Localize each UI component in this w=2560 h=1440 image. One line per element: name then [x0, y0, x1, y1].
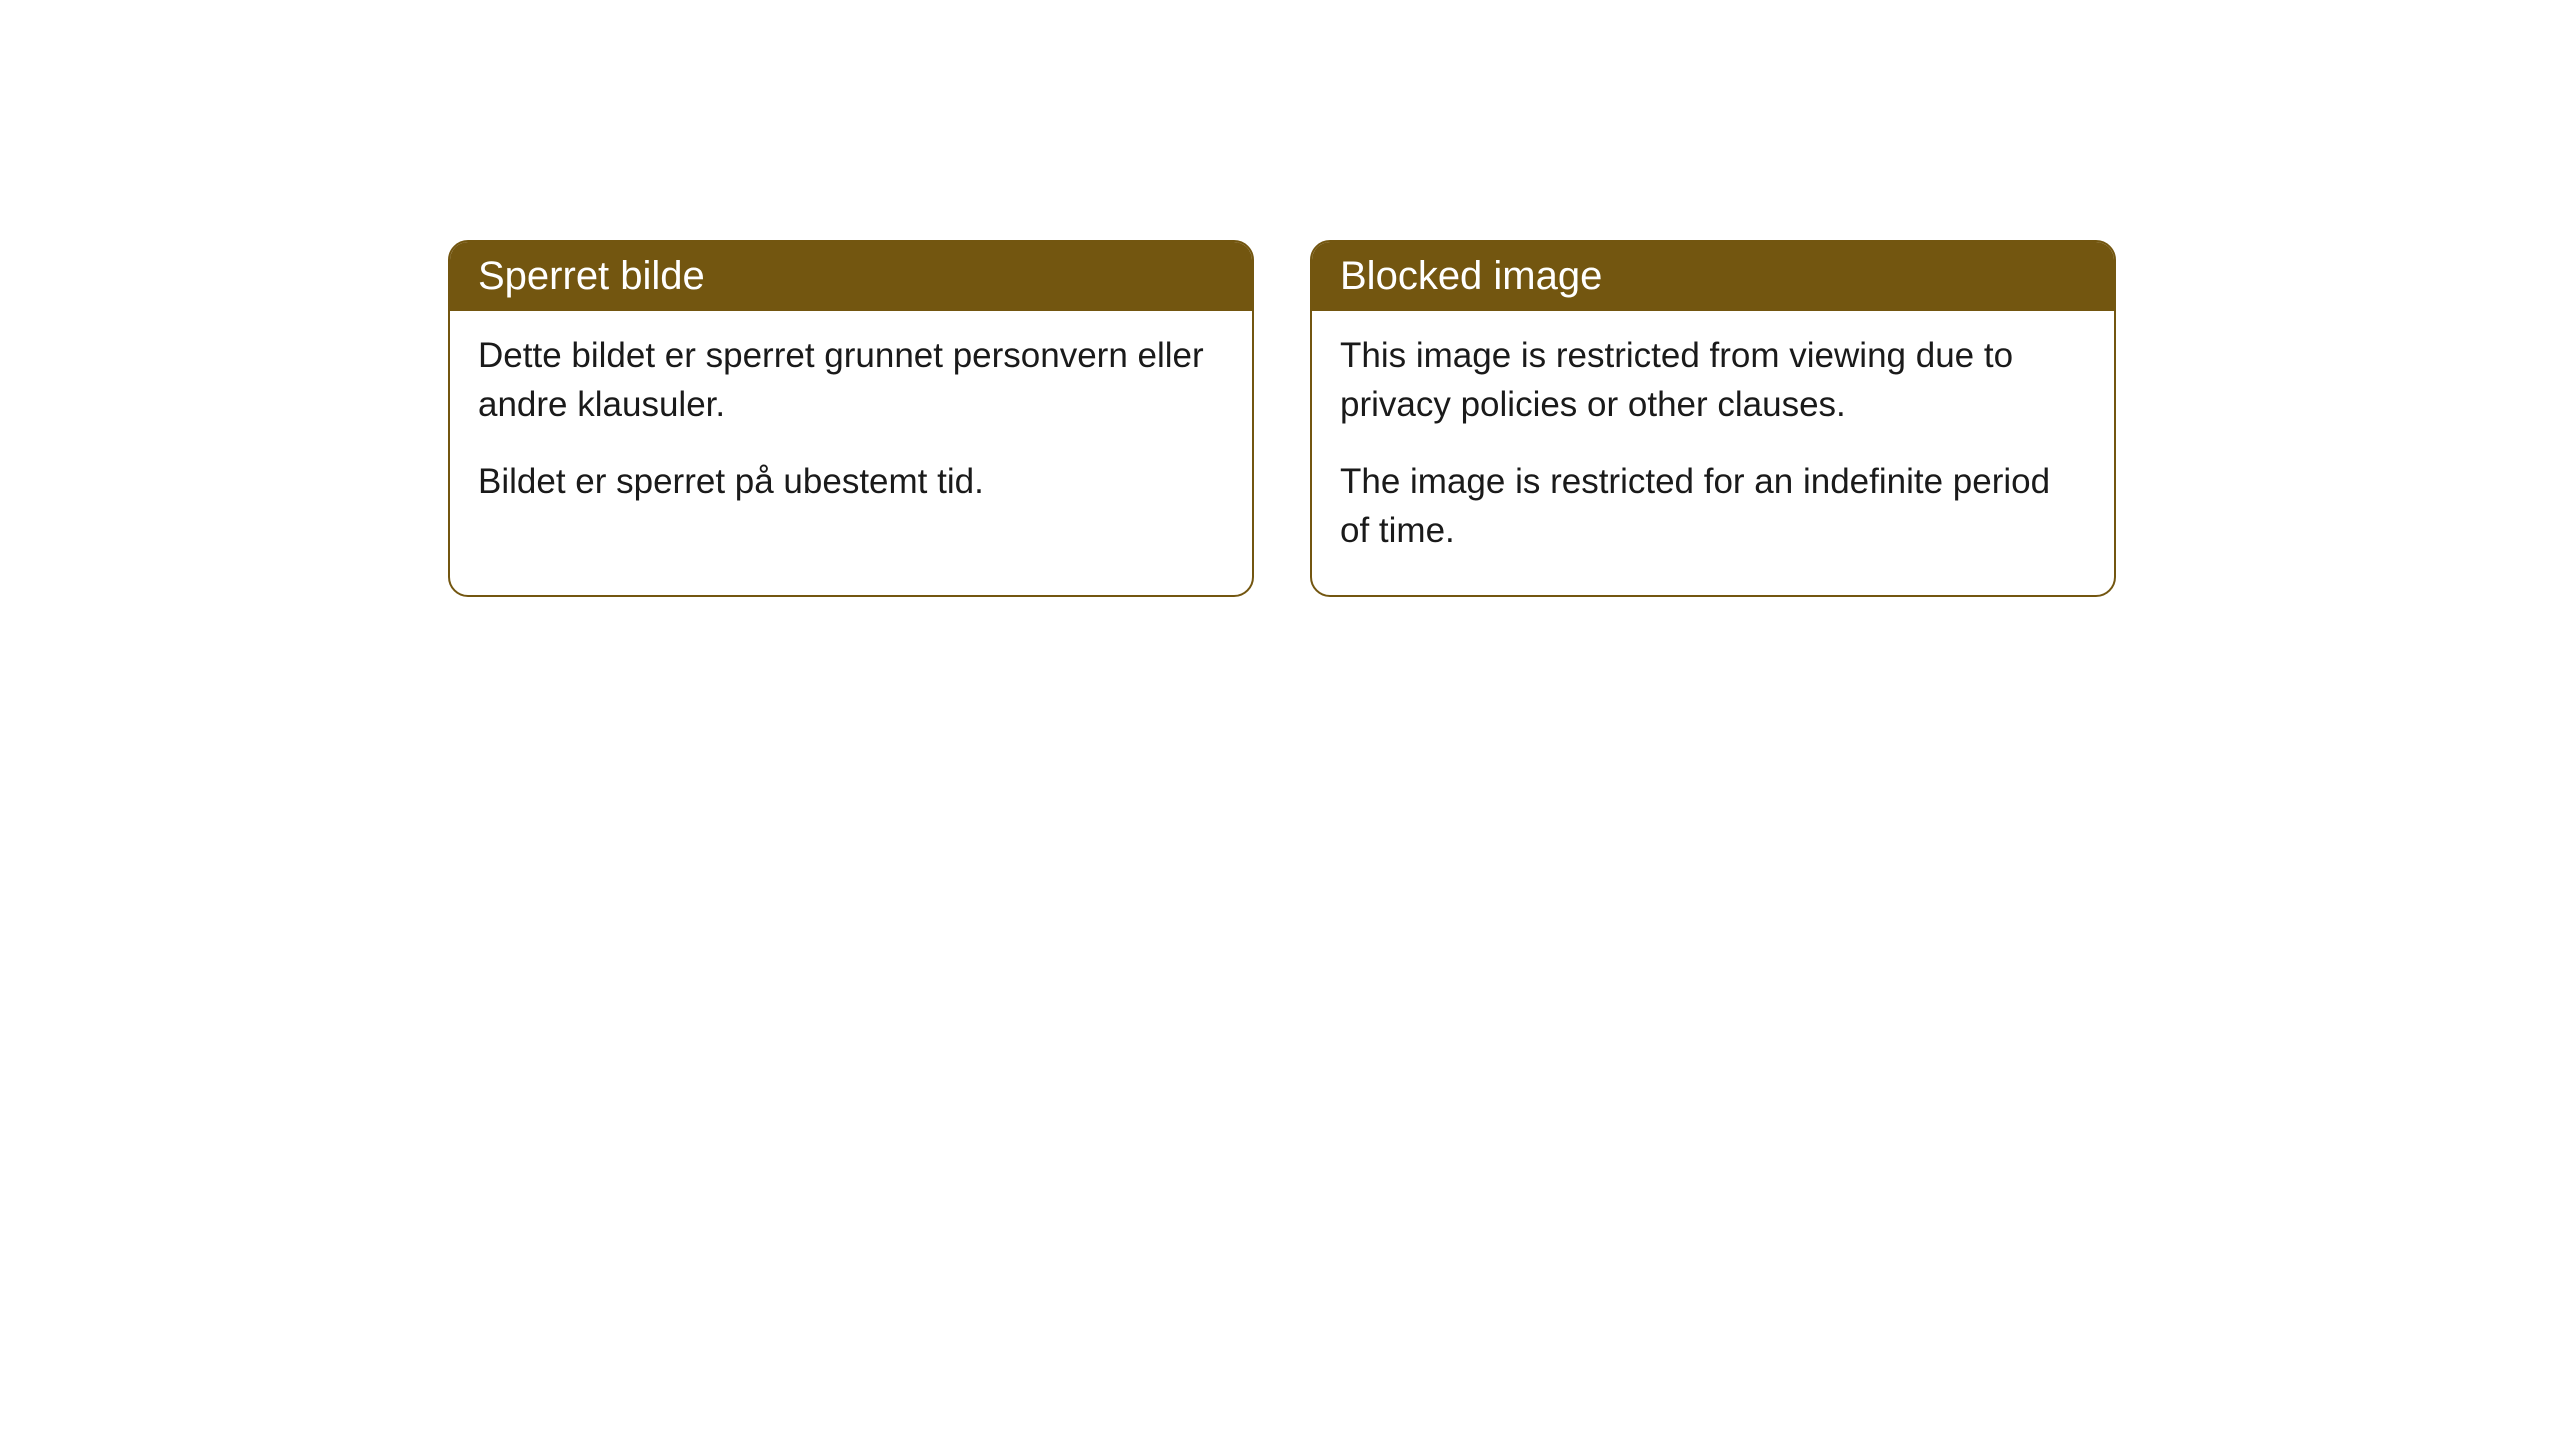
- blocked-image-card-norwegian: Sperret bilde Dette bildet er sperret gr…: [448, 240, 1254, 597]
- notice-cards-container: Sperret bilde Dette bildet er sperret gr…: [448, 240, 2116, 597]
- card-title: Sperret bilde: [478, 254, 705, 298]
- card-body: This image is restricted from viewing du…: [1312, 311, 2114, 595]
- card-header: Sperret bilde: [450, 242, 1252, 311]
- card-header: Blocked image: [1312, 242, 2114, 311]
- card-paragraph: The image is restricted for an indefinit…: [1340, 457, 2086, 555]
- card-paragraph: This image is restricted from viewing du…: [1340, 331, 2086, 429]
- card-paragraph: Dette bildet er sperret grunnet personve…: [478, 331, 1224, 429]
- card-body: Dette bildet er sperret grunnet personve…: [450, 311, 1252, 546]
- blocked-image-card-english: Blocked image This image is restricted f…: [1310, 240, 2116, 597]
- card-title: Blocked image: [1340, 254, 1602, 298]
- card-paragraph: Bildet er sperret på ubestemt tid.: [478, 457, 1224, 506]
